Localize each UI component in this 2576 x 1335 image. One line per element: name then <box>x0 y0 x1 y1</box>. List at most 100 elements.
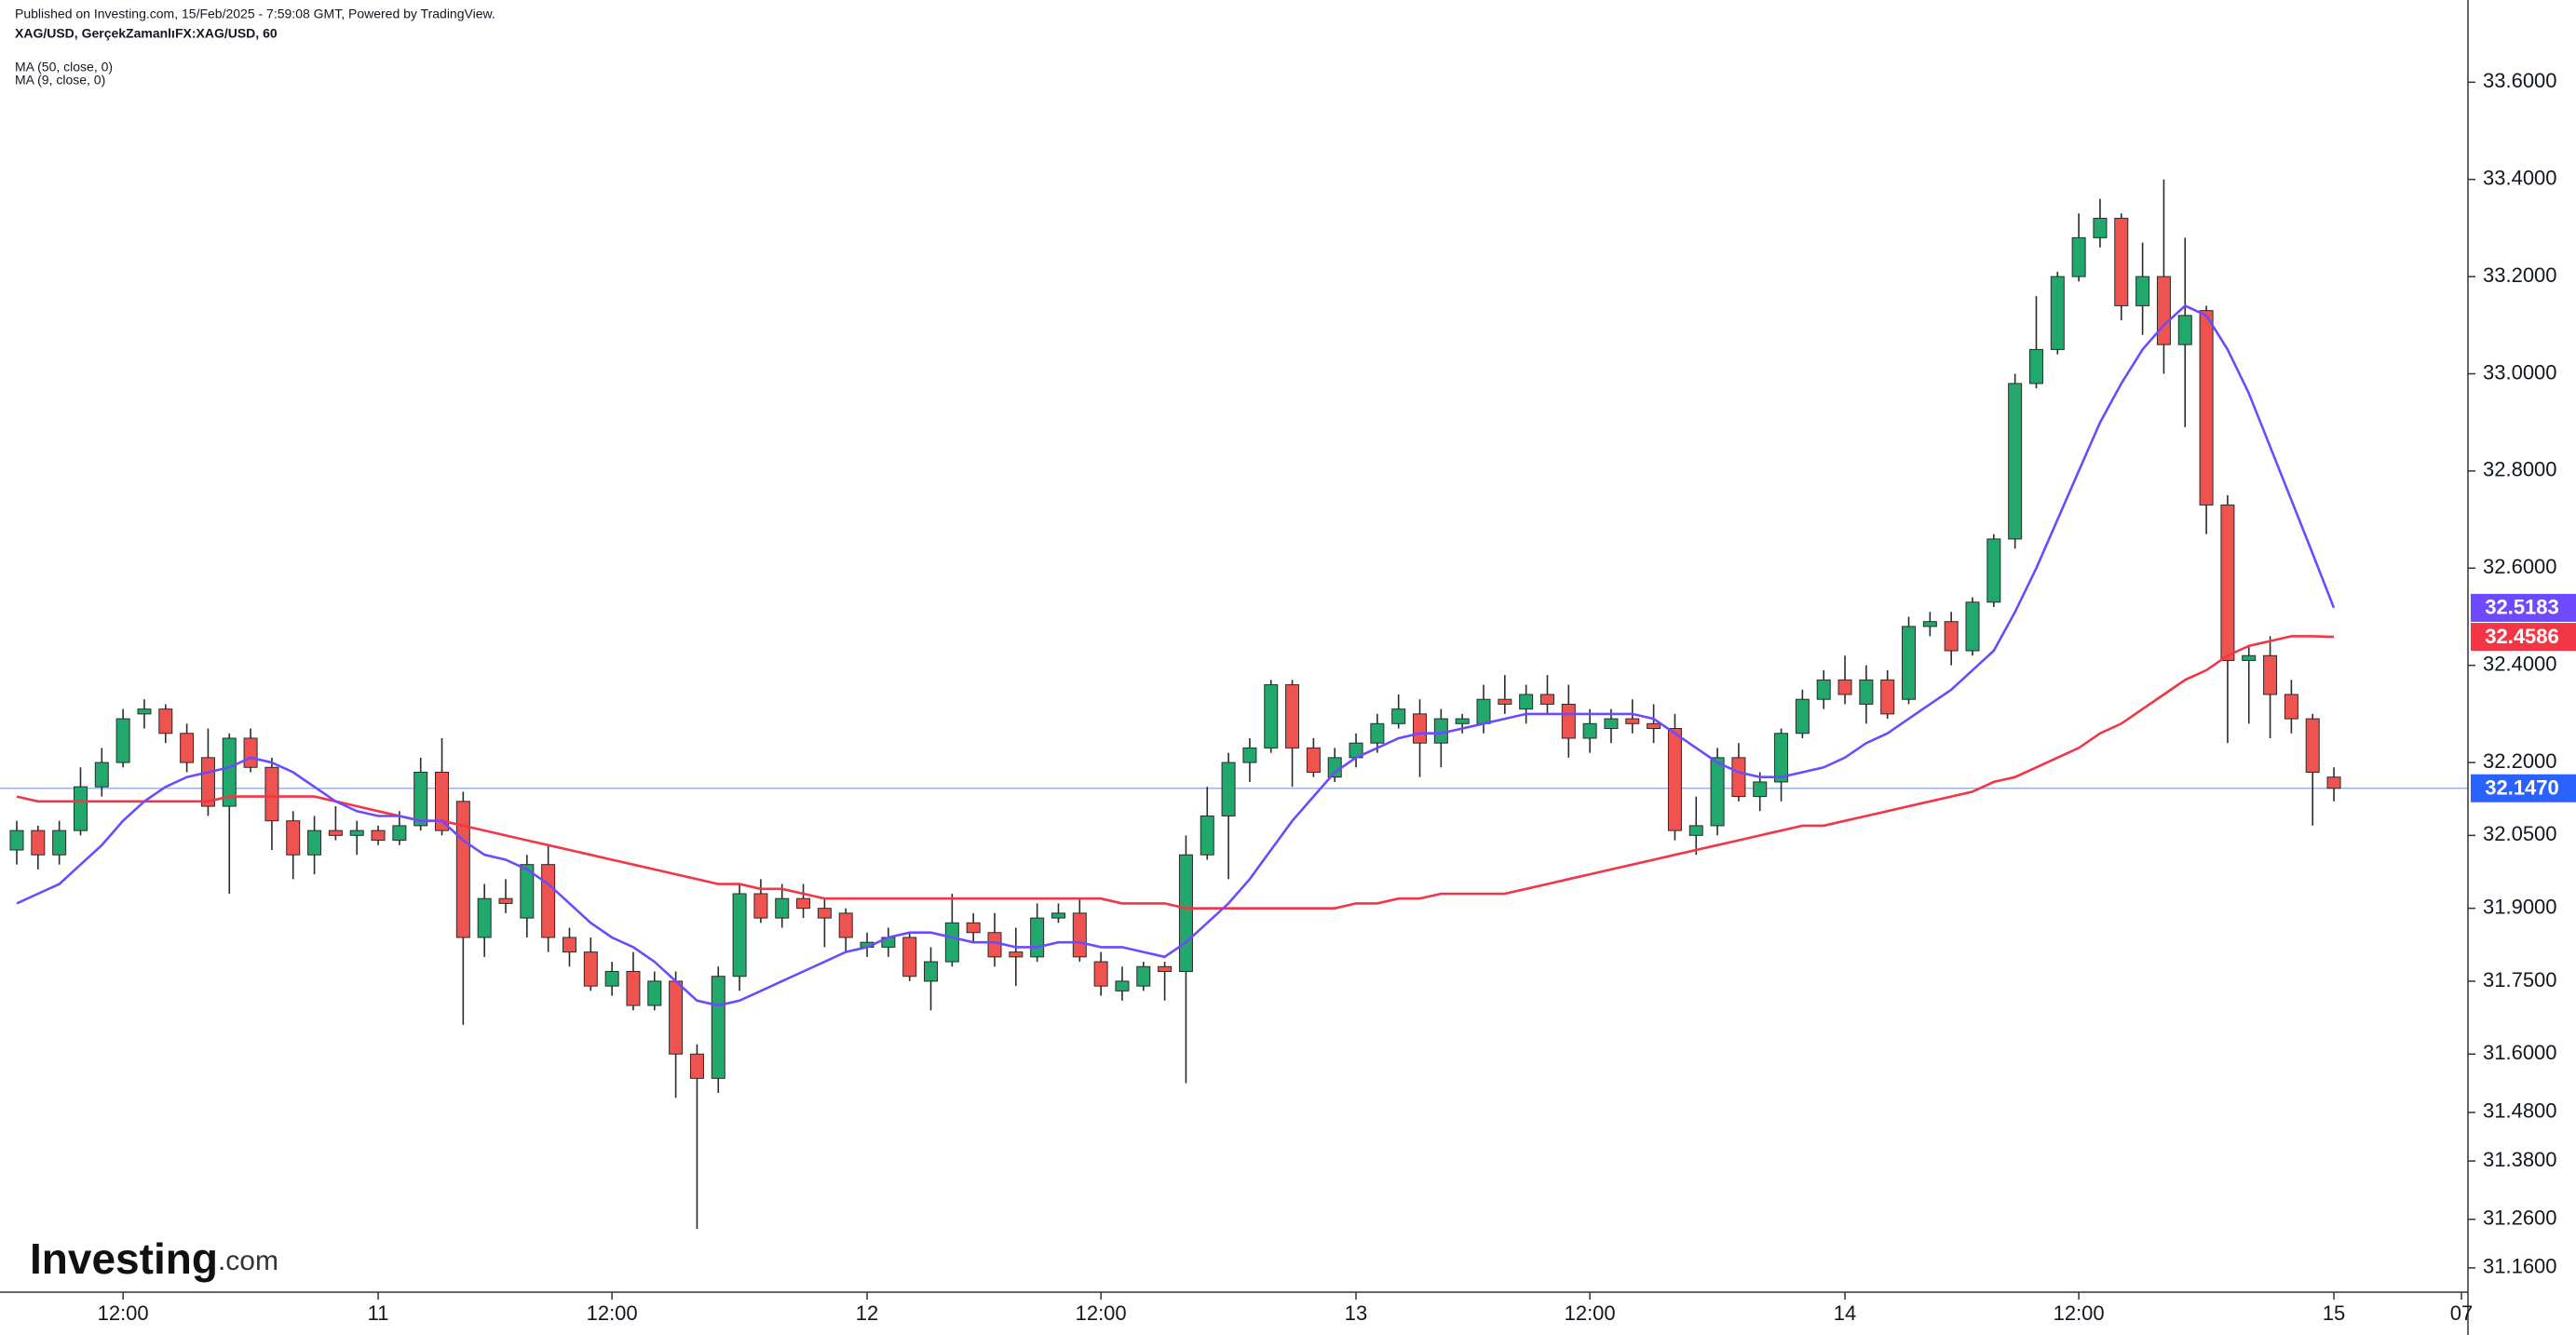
candle-body <box>902 937 917 978</box>
candle-body <box>1306 747 1321 774</box>
candle-body <box>286 820 301 856</box>
candle-body <box>669 980 684 1055</box>
price-badge <box>2471 623 2576 652</box>
y-tick-label: 31.9000 <box>2483 895 2557 918</box>
y-tick-label: 33.6000 <box>2483 69 2557 92</box>
y-tick-label: 33.4000 <box>2483 167 2557 190</box>
candle-body <box>2326 776 2341 789</box>
candle-body <box>1647 722 1661 730</box>
price-badge <box>2471 593 2576 622</box>
candle-body <box>2156 276 2171 345</box>
candle-body <box>1986 538 2001 603</box>
candle-body <box>2220 504 2235 661</box>
candle-body <box>1731 757 1746 798</box>
candle-body <box>1264 684 1279 748</box>
candle-body <box>1030 917 1045 958</box>
candle-body <box>1902 626 1917 700</box>
y-tick-label: 31.1600 <box>2483 1255 2557 1278</box>
candle-body <box>1774 733 1789 783</box>
y-tick-label: 31.2600 <box>2483 1207 2557 1230</box>
candle-body <box>2028 348 2043 384</box>
candle-body <box>2114 217 2129 306</box>
candle-body <box>1391 708 1406 724</box>
candle-body <box>1965 601 1980 652</box>
candle-body <box>1667 728 1682 831</box>
candle-body <box>243 737 258 768</box>
candle-body <box>647 980 662 1006</box>
y-tick-label: 31.3800 <box>2483 1148 2557 1171</box>
candle-body <box>817 908 832 919</box>
candle-body <box>2284 694 2298 720</box>
candle-body <box>1753 781 1768 798</box>
candle-body <box>1433 718 1448 744</box>
candle-body <box>498 897 513 904</box>
x-tick-label: 12:00 <box>587 1301 638 1325</box>
x-tick-label: 15 <box>2323 1301 2345 1325</box>
candle-body <box>520 864 535 919</box>
candle-body <box>1688 825 1703 836</box>
candle-body <box>562 937 576 953</box>
x-tick-label: 12:00 <box>98 1301 149 1325</box>
y-tick-label: 32.4000 <box>2483 652 2557 675</box>
price-badge-label: 32.5183 <box>2485 596 2559 619</box>
x-tick-label: 07 <box>2450 1301 2473 1325</box>
candle-body <box>604 971 619 987</box>
candle-body <box>689 1053 704 1079</box>
candle-body <box>137 708 152 715</box>
y-tick-label: 31.7500 <box>2483 968 2557 991</box>
candle-body <box>435 772 450 831</box>
candle-body <box>541 864 556 938</box>
candle-body <box>414 772 428 827</box>
candle-body <box>2199 310 2214 506</box>
candle-body <box>1561 703 1576 739</box>
ma-line <box>16 303 2336 1007</box>
candle-body <box>838 912 853 938</box>
candle-body <box>1242 747 1257 763</box>
y-tick-label: 32.0500 <box>2483 822 2557 845</box>
y-tick-label: 32.8000 <box>2483 458 2557 481</box>
candle-body <box>1009 951 1024 958</box>
candle-body <box>1795 698 1810 735</box>
y-tick-label: 31.4800 <box>2483 1099 2557 1123</box>
candle-body <box>73 786 88 831</box>
y-tick-label: 32.6000 <box>2483 555 2557 578</box>
candle-body <box>31 829 46 856</box>
candle-body <box>1710 757 1725 827</box>
x-tick-label: 14 <box>1834 1301 1856 1325</box>
candle-body <box>9 829 24 851</box>
published-note: Published on Investing.com, 15/Feb/2025 … <box>15 7 495 21</box>
y-tick-label: 33.2000 <box>2483 263 2557 287</box>
candle-body <box>1476 698 1491 724</box>
candle-body <box>349 829 364 836</box>
candle-body <box>1604 718 1619 730</box>
candle-body <box>1327 757 1342 778</box>
candle-body <box>222 737 237 807</box>
legend-entry: MA (9, close, 0) <box>15 73 105 88</box>
candle-body <box>180 733 195 763</box>
candle-body <box>626 971 641 1006</box>
candle-body <box>1370 722 1385 744</box>
candle-body <box>2050 276 2065 350</box>
candle-body <box>200 757 215 807</box>
candle-body <box>1051 912 1065 919</box>
y-tick-label: 31.6000 <box>2483 1041 2557 1064</box>
candle-body <box>1413 713 1428 744</box>
candle-body <box>2093 217 2108 238</box>
candle-body <box>1178 854 1193 973</box>
candle-body <box>1136 965 1151 987</box>
candle-body <box>1922 621 1937 627</box>
candle-body <box>1455 718 1470 724</box>
y-tick-label: 32.2000 <box>2483 749 2557 773</box>
candle-body <box>1115 980 1130 991</box>
candle-body <box>753 893 768 919</box>
price-badge-label: 32.1470 <box>2485 776 2559 800</box>
candle-body <box>52 829 67 856</box>
candle-body <box>1158 965 1173 973</box>
logo-suffix: .com <box>218 1246 278 1276</box>
candle-body <box>711 976 725 1079</box>
candle-body <box>1498 698 1512 705</box>
candle-body <box>307 829 322 856</box>
candle-body <box>924 961 939 982</box>
